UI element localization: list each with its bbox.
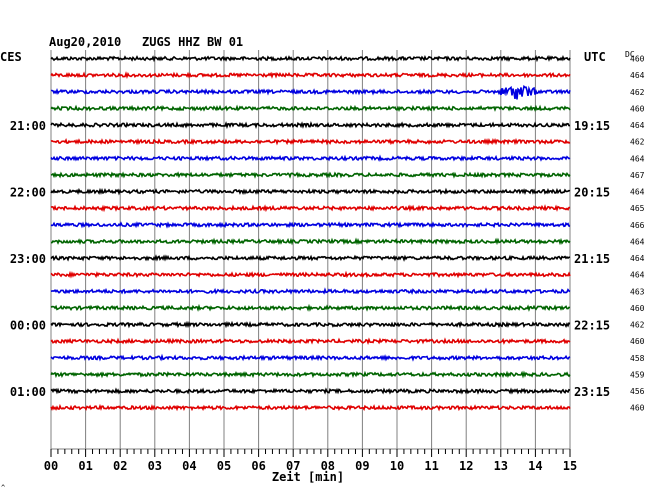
trace-line	[50, 337, 571, 345]
trace-line	[50, 137, 571, 146]
dc-offset-value: 459	[630, 370, 645, 379]
trace-line	[50, 187, 571, 196]
dc-offset-value: 456	[630, 387, 645, 396]
trace-line	[50, 287, 571, 296]
left-time-label: 23:00	[10, 252, 46, 266]
dc-offset-value: 464	[630, 154, 645, 163]
dc-offset-value: 462	[630, 138, 645, 147]
x-axis-title: Zeit [min]	[272, 470, 344, 484]
x-tick-label: 05	[217, 459, 231, 473]
left-time-label: 22:00	[10, 186, 46, 200]
dc-offset-value: 464	[630, 121, 645, 130]
trace-line	[50, 71, 571, 80]
trace-line	[50, 270, 571, 279]
right-time-label: 23:15	[574, 385, 610, 399]
trace-line	[50, 154, 571, 162]
dc-offset-value: 464	[630, 271, 645, 280]
left-time-labels: 21:00 22:00 23:00 00:00 01:00	[10, 119, 46, 399]
trace-line	[50, 303, 571, 312]
trace-line	[50, 237, 571, 246]
x-tick-label: 06	[251, 459, 265, 473]
right-time-label: 19:15	[574, 119, 610, 133]
dc-offset-value: 462	[630, 321, 645, 330]
trace-line	[50, 387, 571, 395]
x-tick-label: 13	[494, 459, 508, 473]
date-label: Aug20,2010	[49, 35, 121, 49]
left-time-label: 00:00	[10, 319, 46, 333]
x-tick-label: 10	[390, 459, 404, 473]
trace-line	[50, 370, 571, 379]
right-time-labels: 19:15 20:15 21:15 22:15 23:15	[574, 119, 610, 399]
right-time-label: 22:15	[574, 319, 610, 333]
dc-offset-value: 464	[630, 237, 645, 246]
dc-offset-value: 462	[630, 88, 645, 97]
x-tick-label: 02	[113, 459, 127, 473]
trace-line	[51, 84, 571, 100]
x-tick-label: 07	[286, 459, 300, 473]
dc-offset-value: 463	[630, 287, 645, 296]
dc-offset-value: 464	[630, 71, 645, 80]
corner-mark: ^	[1, 484, 5, 492]
x-tick-label: 11	[424, 459, 438, 473]
dc-offset-value: 466	[630, 221, 645, 230]
right-time-label: 21:15	[574, 252, 610, 266]
dc-offset-column: 460 464 462 460 464 462 464 467 464 465 466 464 464 4…	[630, 55, 645, 413]
trace-line	[50, 54, 571, 63]
trace-line	[50, 171, 571, 179]
x-tick-label: 00	[44, 459, 58, 473]
dc-offset-value: 460	[630, 404, 645, 413]
right-time-label: 20:15	[574, 186, 610, 200]
x-tick-label: 01	[78, 459, 92, 473]
plot-grid	[50, 50, 571, 450]
left-timezone-label: CES	[0, 50, 22, 64]
dc-offset-value: 460	[630, 55, 645, 64]
trace-line	[50, 204, 571, 213]
trace-line	[50, 221, 571, 229]
dc-offset-value: 458	[630, 354, 645, 363]
trace-line	[50, 254, 571, 262]
station-label: ZUGS HHZ BW 01	[142, 35, 243, 49]
left-time-label: 21:00	[10, 119, 46, 133]
dc-offset-value: 460	[630, 304, 645, 313]
x-tick-label: 03	[148, 459, 162, 473]
x-axis: 00 01 02 03 04 05 06 07 08 09 10 11 12 13 14 15	[44, 449, 577, 473]
trace-line	[50, 121, 570, 130]
right-timezone-label: UTC	[584, 50, 606, 64]
x-tick-label: 09	[355, 459, 369, 473]
x-tick-label: 08	[321, 459, 335, 473]
trace-line	[50, 320, 571, 329]
trace-line	[50, 403, 571, 412]
trace-line	[50, 353, 571, 362]
x-tick-label: 04	[182, 459, 196, 473]
seismic-traces	[50, 54, 571, 412]
dc-offset-value: 460	[630, 337, 645, 346]
dc-offset-value: 464	[630, 254, 645, 263]
dc-offset-value: 460	[630, 104, 645, 113]
trace-line	[50, 104, 571, 113]
dc-label: DC	[625, 50, 635, 59]
dc-offset-value: 465	[630, 204, 645, 213]
left-time-label: 01:00	[10, 385, 46, 399]
dc-offset-value: 464	[630, 188, 645, 197]
x-tick-label: 12	[459, 459, 473, 473]
dc-offset-value: 467	[630, 171, 645, 180]
x-tick-label: 14	[528, 459, 542, 473]
x-tick-label: 15	[563, 459, 577, 473]
